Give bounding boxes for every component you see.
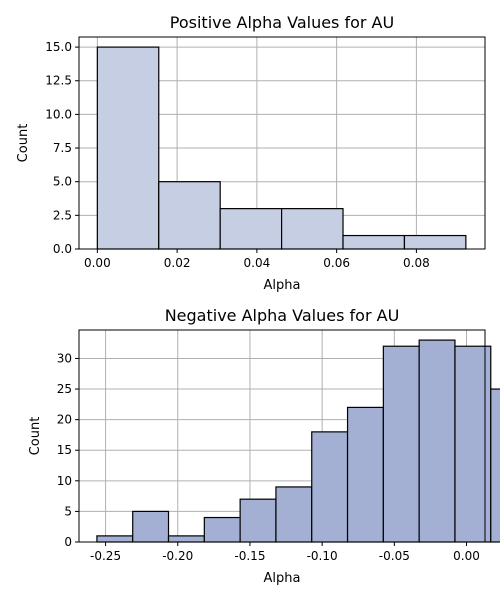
y-tick-label: 10: [57, 474, 72, 488]
x-tick-label: 0.00: [453, 549, 480, 563]
x-tick-label: 0.00: [84, 256, 111, 270]
histogram-bar: [281, 208, 344, 250]
x-tick-label: 0.06: [323, 256, 350, 270]
y-tick-label: 0.0: [53, 242, 72, 256]
plot-frame: [78, 36, 486, 250]
y-axis-label: Count: [16, 124, 31, 163]
histogram-bar: [203, 516, 241, 543]
chart-title: Positive Alpha Values for AU: [170, 13, 394, 32]
histogram-bar: [382, 345, 420, 543]
y-tick-label: 5: [64, 504, 72, 518]
y-axis-label: Count: [28, 417, 43, 456]
plot-frame: [78, 329, 486, 543]
x-tick-label: -0.20: [162, 549, 193, 563]
y-tick-label: 5.0: [53, 175, 72, 189]
x-tick-label: 0.02: [164, 256, 191, 270]
histogram-bar: [403, 234, 467, 250]
y-tick-label: 20: [57, 413, 72, 427]
y-tick-label: 10.0: [45, 107, 72, 121]
x-tick-label: -0.25: [90, 549, 121, 563]
y-tick-label: 0: [64, 535, 72, 549]
x-tick-label: 0.04: [244, 256, 271, 270]
y-tick-label: 7.5: [53, 141, 72, 155]
chart-panel-2: -0.25 -0.20 -0.15 -0.10 -0.05 0.00 0 5 10 15 20 25 3…: [28, 306, 500, 586]
x-axis-label: Alpha: [264, 571, 301, 586]
histogram-bar: [490, 388, 500, 543]
chart-panel-1: 0.00 0.02 0.04 0.06 0.08 0.0 2.5 5.0 7.5 10.0 12.5…: [16, 13, 486, 293]
y-tick-label: 30: [57, 351, 72, 365]
histogram-bar: [311, 431, 349, 543]
chart-title: Negative Alpha Values for AU: [165, 306, 400, 325]
histogram-bar: [96, 535, 134, 543]
x-tick-label: -0.15: [234, 549, 265, 563]
histogram-bar: [96, 46, 160, 250]
histogram-bar: [167, 535, 205, 543]
x-tick-label: 0.08: [403, 256, 430, 270]
y-tick-label: 25: [57, 382, 72, 396]
x-tick-label: -0.10: [307, 549, 338, 563]
y-tick-label: 15: [57, 443, 72, 457]
histogram-bar: [342, 234, 406, 250]
y-tick-label: 12.5: [45, 74, 72, 88]
y-tick-label: 15.0: [45, 40, 72, 54]
histogram-bar: [418, 339, 456, 543]
y-tick-label: 2.5: [53, 208, 72, 222]
x-tick-label: -0.05: [379, 549, 410, 563]
histogram-bar: [346, 406, 384, 543]
histogram-bar: [219, 208, 283, 250]
x-axis-label: Alpha: [264, 278, 301, 293]
histogram-bar: [132, 510, 170, 543]
histogram-bar: [239, 498, 277, 543]
histogram-bar: [275, 486, 313, 543]
histogram-bar: [158, 181, 221, 250]
